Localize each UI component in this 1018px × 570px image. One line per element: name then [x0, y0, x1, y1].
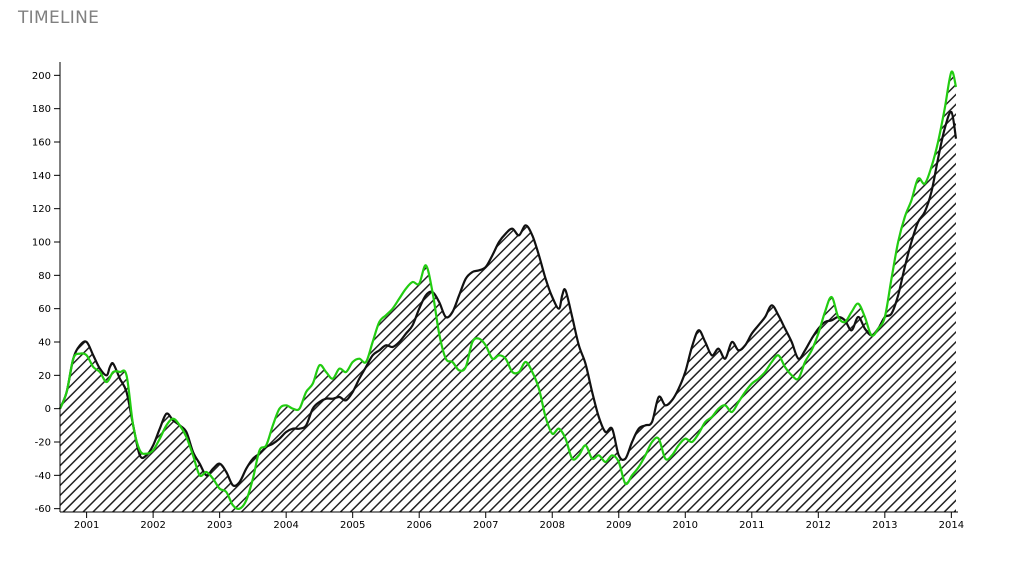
x-tick-label: 2010: [673, 520, 698, 531]
y-tick-label: 160: [32, 138, 51, 149]
x-tick-label: 2012: [806, 520, 831, 531]
y-tick-label: 100: [32, 238, 51, 249]
y-tick-label: 60: [38, 304, 51, 315]
y-tick-label: -20: [35, 438, 51, 449]
x-tick-label: 2007: [473, 520, 498, 531]
y-tick-label: -40: [35, 471, 51, 482]
y-tick-label: 40: [38, 338, 51, 349]
x-tick-label: 2003: [207, 520, 232, 531]
x-tick-label: 2001: [74, 520, 99, 531]
x-tick-label: 2002: [140, 520, 165, 531]
page-title: TIMELINE: [18, 8, 100, 28]
x-tick-label: 2005: [340, 520, 365, 531]
x-tick-label: 2014: [939, 520, 964, 531]
series-line-green: [58, 70, 958, 510]
y-tick-label: 120: [32, 204, 51, 215]
x-tick-label: 2013: [872, 520, 897, 531]
y-tick-label: 200: [32, 71, 51, 82]
y-tick-label: 140: [32, 171, 51, 182]
y-axis: -60 -40 -20 0 20 40 60 80 100 120 140 160 180 200: [32, 62, 61, 515]
x-tick-label: 2011: [739, 520, 764, 531]
x-tick-label: 2009: [606, 520, 631, 531]
x-tick-label: 2006: [406, 520, 431, 531]
x-tick-label: 2008: [540, 520, 565, 531]
x-tick-label: 2004: [273, 520, 298, 531]
line-layer: [58, 70, 958, 510]
x-axis: 2001 2002 2003 2004 2005 2006 2007 2008 2009 2010…: [60, 511, 964, 531]
y-tick-label: 180: [32, 104, 51, 115]
area-layer: [60, 71, 956, 513]
area-black: [60, 111, 956, 513]
series-line-black: [58, 110, 958, 487]
y-tick-label: 20: [38, 371, 51, 382]
y-tick-label: -60: [35, 504, 51, 515]
y-tick-label: 0: [45, 404, 51, 415]
y-tick-label: 80: [38, 271, 51, 282]
